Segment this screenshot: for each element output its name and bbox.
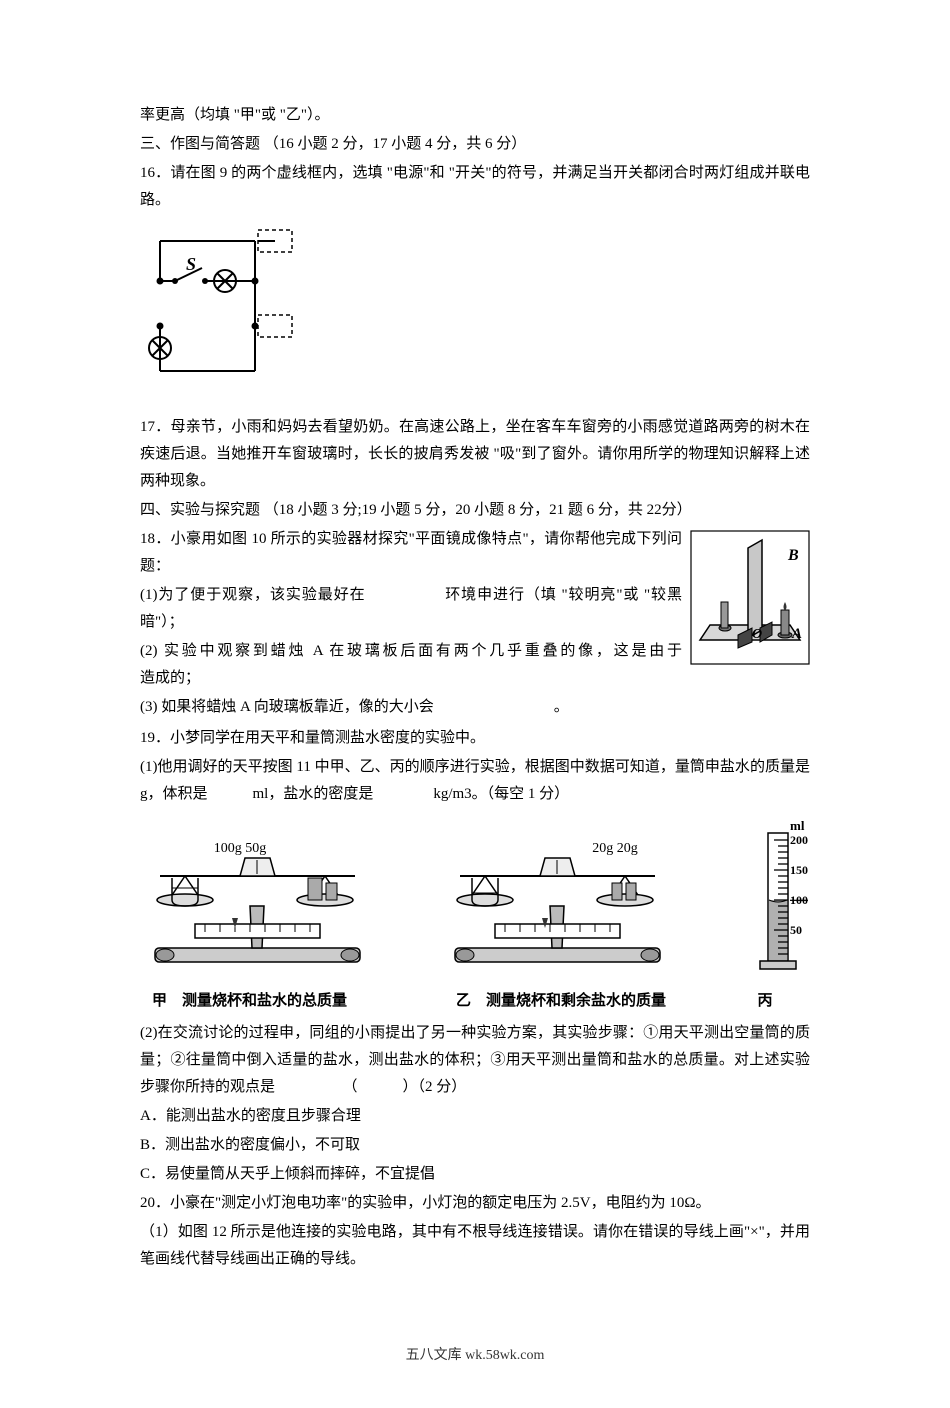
cylinder-bing: ml	[740, 818, 810, 983]
caption-yi: 乙 测量烧杯和剩余盐水的质量	[416, 987, 720, 1014]
q19-opt-b: B．测出盐水的密度偏小，不可取	[140, 1132, 810, 1159]
svg-text:S: S	[186, 254, 196, 274]
svg-text:O: O	[752, 627, 762, 642]
balance-figures-row: 100g 50g	[140, 818, 810, 983]
svg-text:B: B	[787, 547, 799, 564]
svg-text:50: 50	[790, 923, 802, 937]
switch-S: S	[172, 254, 208, 284]
continuation-line: 率更高（均填 "甲"或 "乙"）。	[140, 102, 810, 129]
svg-text:20g 20g: 20g 20g	[592, 841, 638, 856]
q20-intro: 20．小豪在"测定小灯泡电功率"的实验申，小灯泡的额定电压为 2.5V，电阻约为…	[140, 1190, 810, 1217]
q19-opt-c: C．易使量筒从天乎上倾斜而摔碎，不宜提倡	[140, 1161, 810, 1188]
circuit-diagram-fig9: S	[140, 226, 810, 396]
caption-bing: 丙	[720, 987, 810, 1014]
q20-1: （1）如图 12 所示是他连接的实验电路，其中有不根导线连接错误。请你在错误的导…	[140, 1219, 810, 1273]
q18-3: (3) 如果将蜡烛 A 向玻璃板靠近，像的大小会 。	[140, 694, 810, 721]
balance-yi: 20g 20g	[440, 838, 675, 983]
section4-heading: 四、实验与探究题 （18 小题 3 分;19 小题 5 分，20 小题 8 分，…	[140, 497, 810, 524]
q19-opt-a: A．能测出盐水的密度且步骤合理	[140, 1103, 810, 1130]
q17-text: 17．母亲节，小雨和妈妈去看望奶奶。在高速公路上，坐在客车车窗旁的小雨感觉道路两…	[140, 414, 810, 495]
svg-text:100g 50g: 100g 50g	[214, 841, 267, 856]
svg-text:100: 100	[790, 893, 808, 907]
balance-jia: 100g 50g	[140, 838, 375, 983]
svg-text:150: 150	[790, 863, 808, 877]
exam-content: 率更高（均填 "甲"或 "乙"）。 三、作图与简答题 （16 小题 2 分，17…	[140, 102, 810, 1273]
q19-intro: 19．小梦同学在用天平和量筒测盐水密度的实验中。	[140, 725, 810, 752]
q19-1: (1)他用调好的天平按图 11 中甲、乙、丙的顺序进行实验，根据图中数据可知道，…	[140, 754, 810, 808]
q19-2-intro: (2)在交流讨论的过程申，同组的小雨提出了另一种实验方案，其实验步骤：①用天平测…	[140, 1020, 810, 1101]
svg-text:200: 200	[790, 833, 808, 847]
page-footer: 五八文库 wk.58wk.com	[140, 1343, 810, 1368]
svg-text:ml: ml	[790, 818, 805, 833]
section3-heading: 三、作图与简答题 （16 小题 2 分，17 小题 4 分，共 6 分）	[140, 131, 810, 158]
dashed-box-bottom	[258, 315, 292, 337]
caption-jia: 甲 测量烧杯和盐水的总质量	[140, 987, 416, 1014]
q16-text: 16．请在图 9 的两个虚线框内，选填 "电源"和 "开关"的符号，并满足当开关…	[140, 160, 810, 214]
figure-captions: 甲 测量烧杯和盐水的总质量 乙 测量烧杯和剩余盐水的质量 丙	[140, 987, 810, 1014]
svg-text:A: A	[791, 626, 802, 642]
